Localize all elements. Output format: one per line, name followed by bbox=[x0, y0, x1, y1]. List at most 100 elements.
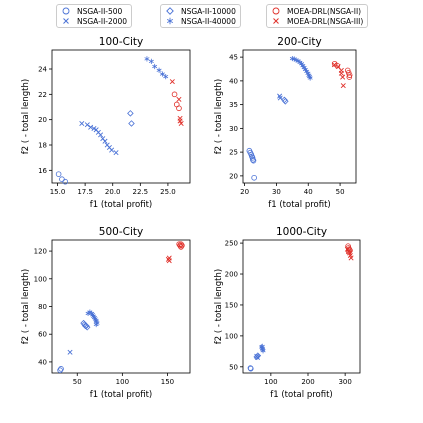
data-point bbox=[344, 246, 350, 252]
y-tick-label: 20 bbox=[38, 116, 47, 124]
x-tick-label: 30 bbox=[272, 188, 281, 196]
y-tick-label: 80 bbox=[38, 303, 47, 311]
legend-item: NSGA-II-2000 bbox=[61, 16, 127, 26]
data-point bbox=[67, 349, 73, 355]
data-point bbox=[59, 176, 65, 183]
data-point bbox=[166, 255, 172, 261]
plot-frame bbox=[51, 49, 191, 184]
x-tick-label: 100 bbox=[116, 378, 129, 386]
data-point bbox=[128, 120, 135, 127]
diamond-marker-icon bbox=[166, 7, 174, 15]
data-point bbox=[178, 244, 184, 250]
plot-frame bbox=[242, 239, 361, 374]
data-point bbox=[176, 96, 182, 102]
y-tick-label: 200 bbox=[225, 271, 238, 279]
data-point bbox=[159, 71, 165, 77]
x-tick-label: 100 bbox=[264, 378, 277, 386]
x-marker-icon bbox=[273, 18, 279, 24]
chart-title: 100-City bbox=[99, 36, 143, 48]
data-point bbox=[58, 366, 64, 372]
x-tick-label: 40 bbox=[304, 188, 313, 196]
data-point bbox=[79, 120, 85, 126]
chart-panel: 200-City 20 30 40 50 20 25 30 35 40 45 f1 (total pr… bbox=[214, 36, 357, 210]
x-tick-label: 50 bbox=[73, 378, 82, 386]
data-point bbox=[109, 147, 115, 153]
data-point bbox=[55, 171, 62, 177]
y-tick-label: 60 bbox=[38, 331, 47, 339]
data-point bbox=[88, 124, 94, 130]
legend-group-3: MOEA-DRL(NSGA-II) MOEA-DRL(NSGA-III) bbox=[266, 4, 369, 28]
data-point bbox=[177, 242, 183, 249]
legend-label: NSGA-II-500 bbox=[77, 6, 123, 16]
data-point bbox=[282, 98, 289, 105]
chart-title: 200-City bbox=[277, 36, 321, 48]
data-point bbox=[251, 174, 257, 181]
data-point bbox=[248, 365, 254, 372]
data-point bbox=[176, 105, 182, 112]
data-point bbox=[169, 79, 175, 85]
data-point bbox=[179, 242, 185, 249]
data-point bbox=[346, 74, 353, 80]
x-marker-icon bbox=[63, 18, 69, 24]
y-axis-label: f2 ( - total length) bbox=[214, 79, 224, 154]
y-tick-label: 25 bbox=[229, 149, 238, 157]
data-point bbox=[250, 157, 257, 164]
data-point bbox=[84, 122, 90, 128]
data-point bbox=[338, 70, 344, 76]
data-point bbox=[113, 150, 119, 156]
y-tick-label: 100 bbox=[225, 332, 238, 340]
x-tick-label: 20.0 bbox=[105, 188, 121, 196]
y-tick-label: 45 bbox=[229, 54, 238, 62]
y-tick-label: 120 bbox=[34, 248, 47, 256]
y-tick-label: 40 bbox=[229, 77, 238, 85]
y-tick-label: 35 bbox=[229, 101, 238, 109]
data-point bbox=[346, 72, 353, 78]
data-point bbox=[148, 58, 154, 64]
x-tick-label: 22.5 bbox=[133, 188, 149, 196]
data-point bbox=[127, 110, 134, 117]
chart-panel: 1000-City 100 200 300 50 100 150 200 250 f1 (tota… bbox=[214, 226, 361, 400]
chart-panel: 100-City 15.0 17.5 20.0 22.5 25.0 16 18 20 22 24 f1… bbox=[21, 36, 191, 210]
x-axis-label: f1 (total profit) bbox=[270, 390, 332, 400]
data-point bbox=[331, 62, 337, 68]
data-point bbox=[98, 132, 104, 138]
data-point bbox=[250, 156, 256, 163]
y-tick-label: 150 bbox=[225, 301, 238, 309]
x-tick-label: 17.5 bbox=[77, 188, 93, 196]
y-axis-label: f2 ( - total length) bbox=[21, 269, 31, 344]
legend-group-1: NSGA-II-500 NSGA-II-2000 bbox=[56, 4, 133, 28]
data-point bbox=[102, 138, 108, 144]
data-point bbox=[348, 255, 354, 261]
legend-item: NSGA-II-500 bbox=[61, 6, 127, 16]
circle-marker-icon bbox=[62, 7, 70, 15]
data-point bbox=[171, 91, 178, 98]
data-point bbox=[249, 155, 256, 161]
y-tick-label: 30 bbox=[229, 125, 238, 133]
x-tick-label: 300 bbox=[338, 378, 351, 386]
data-point bbox=[177, 118, 183, 124]
x-axis-label: f1 (total profit) bbox=[90, 200, 152, 210]
y-tick-label: 24 bbox=[38, 66, 47, 74]
x-axis-label: f1 (total profit) bbox=[268, 200, 330, 210]
legend-label: NSGA-II-10000 bbox=[181, 6, 236, 16]
legend-label: NSGA-II-2000 bbox=[77, 16, 128, 26]
data-point bbox=[57, 367, 63, 374]
data-point bbox=[260, 348, 266, 354]
x-axis-label: f1 (total profit) bbox=[90, 390, 152, 400]
legend-label: NSGA-II-40000 bbox=[181, 16, 236, 26]
legend-label: MOEA-DRL(NSGA-III) bbox=[287, 16, 364, 26]
y-tick-label: 50 bbox=[229, 363, 238, 371]
star-marker-icon bbox=[166, 17, 174, 25]
chart-title: 500-City bbox=[99, 226, 143, 238]
data-point bbox=[163, 74, 169, 80]
y-tick-label: 22 bbox=[38, 91, 47, 99]
y-tick-label: 40 bbox=[38, 358, 47, 366]
legend-item: MOEA-DRL(NSGA-II) bbox=[271, 6, 363, 16]
chart-title: 1000-City bbox=[276, 226, 327, 238]
data-point bbox=[254, 352, 262, 359]
data-point bbox=[144, 56, 150, 62]
x-tick-label: 25.0 bbox=[160, 188, 176, 196]
data-point bbox=[178, 120, 184, 126]
data-point bbox=[259, 343, 265, 349]
x-tick-label: 50 bbox=[336, 188, 345, 196]
